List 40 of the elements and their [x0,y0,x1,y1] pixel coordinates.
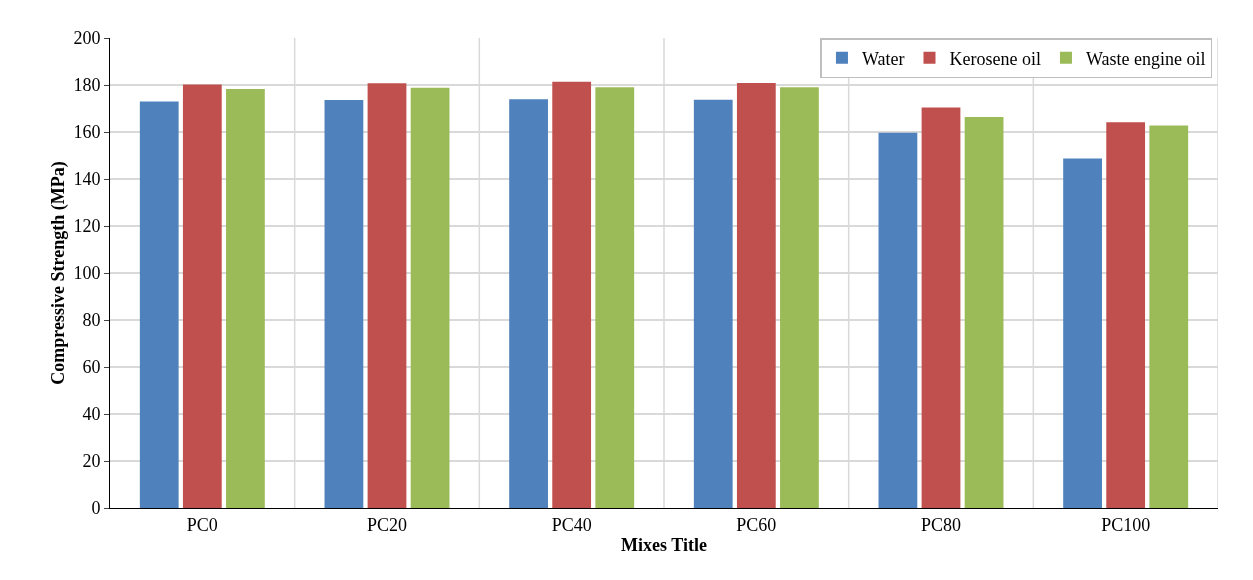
bar [921,107,961,508]
x-tick-label: PC20 [366,514,408,535]
y-tick-label: 160 [73,122,101,143]
bar [693,99,733,508]
legend-label: Waste engine oil [1085,48,1206,69]
x-axis-title: Mixes Title [621,534,707,555]
x-tick-label: PC40 [551,514,592,535]
legend-label: Water [861,48,905,69]
bar [1063,158,1102,508]
bar [552,81,592,508]
x-tick-label: PC0 [186,514,218,535]
bar [324,100,364,508]
bar [182,84,222,508]
y-tick-label: 200 [73,28,101,49]
bar [1106,122,1146,508]
bar [410,87,450,508]
bar [367,83,407,508]
y-tick-label: 120 [73,216,101,237]
bar [878,132,918,508]
bar [509,99,548,508]
bar [780,87,819,508]
y-tick-label: 40 [82,404,101,425]
bar [595,87,635,508]
legend-label: Kerosene oil [949,48,1041,69]
y-tick-label: 20 [82,451,101,472]
bar [139,101,179,508]
y-tick-label: 140 [73,169,101,190]
y-tick-label: 0 [91,498,101,519]
bar [736,82,776,508]
x-tick-label: PC80 [920,514,962,535]
y-tick-label: 100 [73,263,101,284]
bar [964,116,1004,508]
x-tick-label: PC100 [1101,514,1151,535]
y-tick-label: 80 [82,310,101,331]
y-tick-label: 60 [82,357,101,378]
bar [1149,125,1189,508]
bar [226,88,265,508]
y-axis-title: Compressive Strength (MPa) [48,161,69,385]
x-tick-label: PC60 [736,514,777,535]
y-tick-label: 180 [73,75,101,96]
